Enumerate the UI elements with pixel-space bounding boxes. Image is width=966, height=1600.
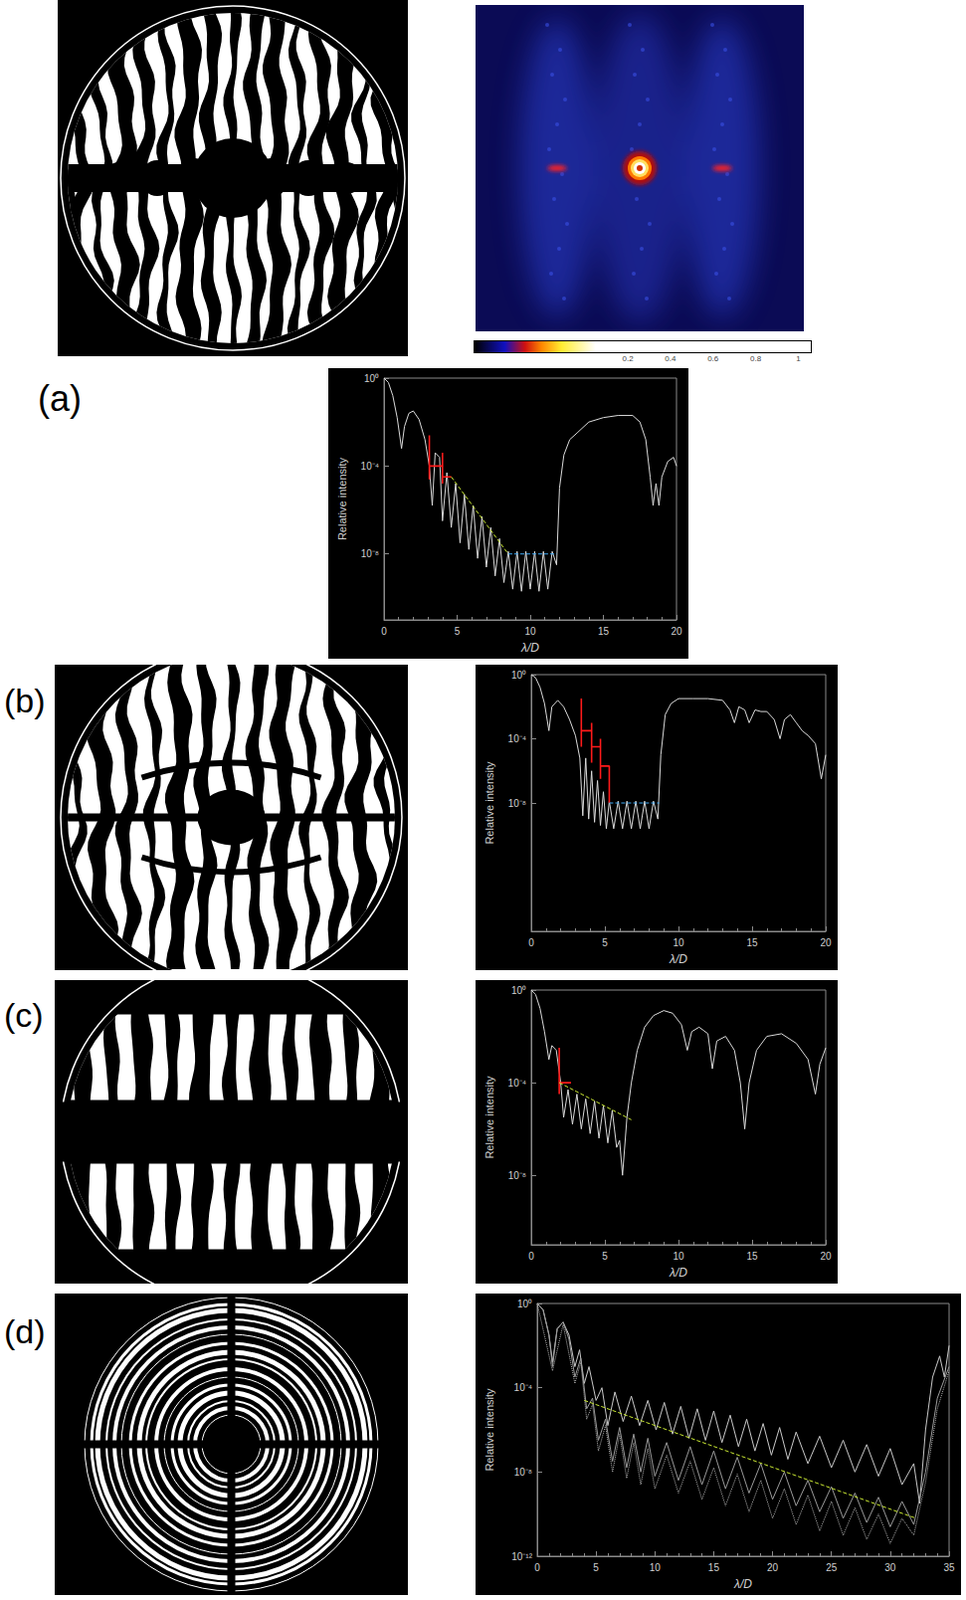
svg-text:0: 0: [534, 1561, 541, 1573]
svg-text:Relative intensity: Relative intensity: [336, 456, 349, 541]
svg-text:10⁻⁴: 10⁻⁴: [514, 1381, 533, 1393]
svg-text:25: 25: [825, 1561, 838, 1573]
html-text:(a): (a): [37, 378, 82, 419]
svg-text:10: 10: [524, 625, 537, 637]
svg-text:Relative intensity: Relative intensity: [483, 1387, 496, 1472]
svg-text:15: 15: [597, 625, 610, 637]
svg-text:20: 20: [767, 1561, 779, 1573]
svg-text:15: 15: [708, 1561, 721, 1573]
svg-text:10⁻⁴: 10⁻⁴: [361, 460, 380, 472]
svg-text:10⁻⁴: 10⁻⁴: [508, 733, 527, 745]
svg-text:10: 10: [672, 1250, 685, 1262]
html-text:(d): (d): [3, 1312, 46, 1351]
svg-text:30: 30: [884, 1561, 897, 1573]
svg-text:λ/D: λ/D: [733, 1576, 753, 1591]
svg-text:λ/D: λ/D: [668, 952, 688, 966]
html-text:(c): (c): [3, 995, 44, 1034]
svg-text:20: 20: [819, 1250, 832, 1262]
html-text:0.2: 0.2: [622, 354, 634, 364]
svg-text:10⁰: 10⁰: [517, 1298, 533, 1310]
svg-text:15: 15: [746, 1250, 759, 1262]
svg-text:λ/D: λ/D: [520, 640, 540, 655]
svg-text:10⁰: 10⁰: [511, 984, 527, 996]
svg-text:10⁻⁸: 10⁻⁸: [514, 1466, 533, 1478]
svg-text:5: 5: [592, 1561, 599, 1573]
svg-text:35: 35: [943, 1561, 956, 1573]
svg-text:10⁻¹²: 10⁻¹²: [511, 1550, 533, 1562]
svg-text:15: 15: [746, 937, 759, 949]
html-text:0.8: 0.8: [750, 354, 762, 364]
svg-text:5: 5: [454, 625, 461, 637]
html-text:0.4: 0.4: [664, 354, 676, 364]
html-text:0.6: 0.6: [707, 354, 719, 364]
svg-text:10: 10: [649, 1561, 662, 1573]
svg-text:5: 5: [601, 1250, 608, 1262]
svg-text:0: 0: [381, 625, 387, 637]
svg-text:0: 0: [528, 1250, 535, 1262]
html-text:(b): (b): [3, 681, 46, 720]
svg-text:Relative intensity: Relative intensity: [483, 761, 496, 845]
svg-text:10⁰: 10⁰: [364, 373, 380, 385]
svg-text:λ/D: λ/D: [668, 1265, 688, 1280]
svg-text:0: 0: [528, 937, 535, 949]
svg-text:10⁻⁸: 10⁻⁸: [508, 797, 527, 809]
svg-text:10⁰: 10⁰: [511, 669, 527, 681]
svg-text:20: 20: [670, 625, 683, 637]
svg-text:5: 5: [601, 937, 608, 949]
svg-text:20: 20: [819, 937, 832, 949]
svg-text:10: 10: [672, 937, 685, 949]
html-text:1: 1: [796, 354, 801, 364]
svg-text:10⁻⁸: 10⁻⁸: [361, 548, 380, 560]
svg-text:10⁻⁸: 10⁻⁸: [508, 1169, 527, 1181]
svg-text:10⁻⁴: 10⁻⁴: [508, 1077, 527, 1089]
svg-text:Relative intensity: Relative intensity: [483, 1075, 496, 1160]
